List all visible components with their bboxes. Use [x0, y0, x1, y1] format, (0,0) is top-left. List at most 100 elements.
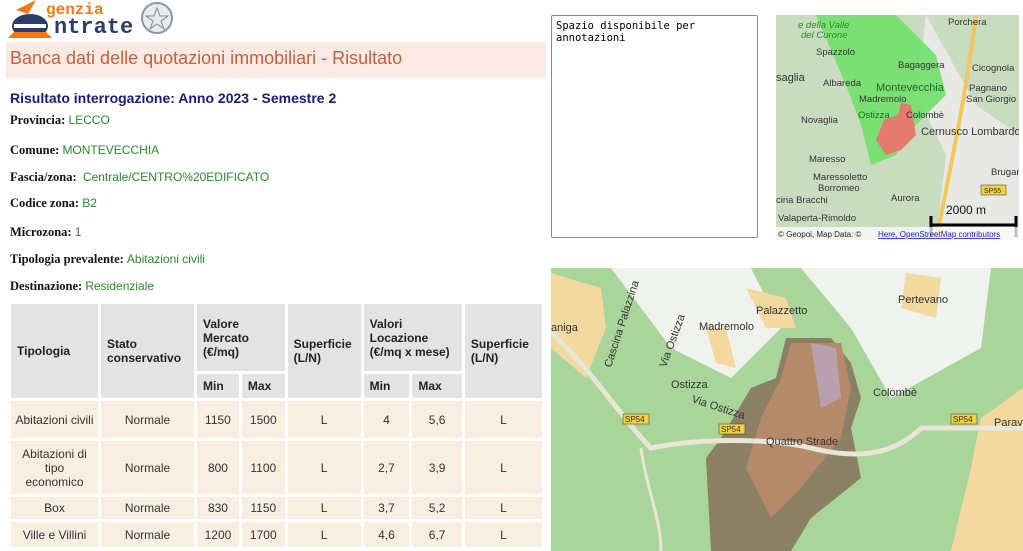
- map-label: Maressoletto: [813, 172, 867, 183]
- map-label: Parav: [994, 417, 1023, 429]
- attribution-link[interactable]: Here, OpenStreetMap contributors: [878, 230, 1000, 239]
- table-cell: L: [287, 441, 361, 494]
- table-cell: Normale: [101, 522, 194, 547]
- table-cell: L: [287, 522, 361, 547]
- header-loc-min: Min: [363, 374, 410, 398]
- table-row: Box Normale 830 1150 L 3,7 5,2 L: [11, 497, 542, 519]
- header-max: Max: [241, 374, 285, 398]
- table-cell: 1150: [241, 497, 285, 519]
- table-row: Abitazioni di tipo economico Normale 800 11…: [11, 441, 542, 494]
- page-title: Banca dati delle quotazioni immobiliari …: [6, 42, 546, 78]
- table-cell: 800: [197, 441, 239, 494]
- table-cell: 1100: [241, 441, 285, 494]
- overview-map[interactable]: e della Valle del Curone Spazzolo Porche…: [776, 15, 1019, 240]
- map-label: Palazzetto: [756, 305, 807, 317]
- result-title: Risultato interrogazione: Anno 2023 - Se…: [10, 90, 337, 106]
- agenzia-entrate-logo: genzia ntrate: [6, 0, 176, 40]
- map-label: Albareda: [823, 78, 862, 89]
- field-value: Abitazioni civili: [126, 252, 205, 266]
- map-label: San Giorgio: [966, 94, 1016, 105]
- map-label: Porchera: [948, 17, 987, 28]
- quotazioni-table: Tipologia Stato conservativo Valore Merc…: [8, 301, 545, 550]
- map-label: Cicognola: [972, 63, 1015, 74]
- header-superficie: Superficie (L/N): [287, 304, 361, 398]
- table-row: Ville e Villini Normale 1200 1700 L 4,6 6,7 L: [11, 522, 542, 547]
- table-cell: 6,7: [412, 522, 462, 547]
- field-value: 1: [74, 225, 82, 239]
- road-sign: SP54: [625, 415, 645, 424]
- logo-text-2: ntrate: [54, 15, 134, 40]
- map-label: aniga: [551, 322, 579, 334]
- table-cell: 5,6: [412, 401, 462, 438]
- table-cell: Normale: [101, 441, 194, 494]
- field-value: LECCO: [68, 113, 110, 127]
- map-label: Montevecchia: [876, 82, 945, 94]
- annotations-textarea[interactable]: Spazio disponibile per annotazioni: [551, 15, 758, 238]
- table-cell: Box: [11, 497, 98, 519]
- table-cell: 1200: [197, 522, 239, 547]
- table-cell: Normale: [101, 401, 194, 438]
- field-value: Residenziale: [85, 279, 155, 293]
- table-cell: Abitazioni di tipo economico: [11, 441, 98, 494]
- map-label: saglia: [776, 72, 806, 84]
- table-cell: 3,7: [363, 497, 410, 519]
- map-label: Pertevano: [898, 294, 948, 306]
- map-label: Borromeo: [818, 183, 860, 194]
- map-label: Quattro Strade: [766, 436, 838, 448]
- map-label: Maresso: [809, 154, 845, 165]
- table-cell: 4,6: [363, 522, 410, 547]
- logo-e-icon: [8, 0, 52, 38]
- table-cell: 5,2: [412, 497, 462, 519]
- header-min: Min: [197, 374, 239, 398]
- map-label: del Curone: [801, 30, 847, 41]
- table-cell: 1500: [241, 401, 285, 438]
- logo-text-1: genzia: [46, 1, 104, 19]
- emblem-icon: [141, 2, 173, 34]
- map-label: Cernusco Lombardo: [921, 126, 1019, 138]
- map-label: Colombè: [873, 387, 917, 399]
- map-label: Ostizza: [858, 110, 890, 121]
- field-value: MONTEVECCHIA: [62, 143, 160, 157]
- map-label: Colombè: [906, 110, 944, 121]
- table-cell: Normale: [101, 497, 194, 519]
- map-label: Madremolo: [699, 321, 754, 333]
- field-value: Centrale/CENTRO%20EDIFICATO: [82, 170, 270, 184]
- field-value: B2: [82, 196, 97, 210]
- header-tipologia: Tipologia: [11, 304, 98, 398]
- field-fascia-zona: Fascia/zona: Centrale/CENTRO%20EDIFICATO: [10, 170, 270, 184]
- table-cell: L: [287, 401, 361, 438]
- map-label: e della Valle: [798, 20, 849, 31]
- table-cell: Abitazioni civili: [11, 401, 98, 438]
- field-destinazione: Destinazione: Residenziale: [10, 279, 155, 293]
- table-cell: 1150: [197, 401, 239, 438]
- header-stato: Stato conservativo: [101, 304, 194, 398]
- map-label: cina Bracchi: [776, 195, 828, 206]
- field-microzona: Microzona: 1: [10, 225, 82, 239]
- header-valore-mercato: Valore Mercato (€/mq): [197, 304, 285, 371]
- road-sign: SP54: [953, 415, 973, 424]
- field-provincia: Provincia: LECCO: [10, 113, 110, 127]
- map-label: Ostizza: [671, 379, 709, 391]
- field-comune: Comune: MONTEVECCHIA: [10, 143, 160, 157]
- table-row: Abitazioni civili Normale 1150 1500 L 4 5,6 L: [11, 401, 542, 438]
- road-sign: SP55: [984, 188, 1001, 195]
- map-label: Pagnano: [969, 83, 1007, 94]
- table-cell: 3,9: [412, 441, 462, 494]
- header-superficie-locazione: Superficie (L/N): [464, 304, 542, 398]
- table-cell: 830: [197, 497, 239, 519]
- map-label: Madremolo: [859, 94, 907, 105]
- table-cell: L: [464, 401, 542, 438]
- field-tipologia-prevalente: Tipologia prevalente: Abitazioni civili: [10, 252, 205, 266]
- map-label: Aurora: [891, 193, 920, 204]
- header-valori-locazione: Valori Locazione (€/mq x mese): [363, 304, 462, 371]
- map-label: Bagaggera: [898, 60, 945, 71]
- field-codice-zona: Codice zona: B2: [10, 196, 97, 210]
- road-sign: SP54: [721, 425, 741, 434]
- table-cell: Ville e Villini: [11, 522, 98, 547]
- table-cell: 4: [363, 401, 410, 438]
- map-attribution: © Geopoi, Map Data: ©: [778, 230, 861, 239]
- table-cell: 1700: [241, 522, 285, 547]
- map-label: Brugar: [991, 167, 1019, 178]
- detail-map[interactable]: aniga Cascina Palazzina Via Ostizza Madr…: [551, 268, 1023, 551]
- table-cell: L: [287, 497, 361, 519]
